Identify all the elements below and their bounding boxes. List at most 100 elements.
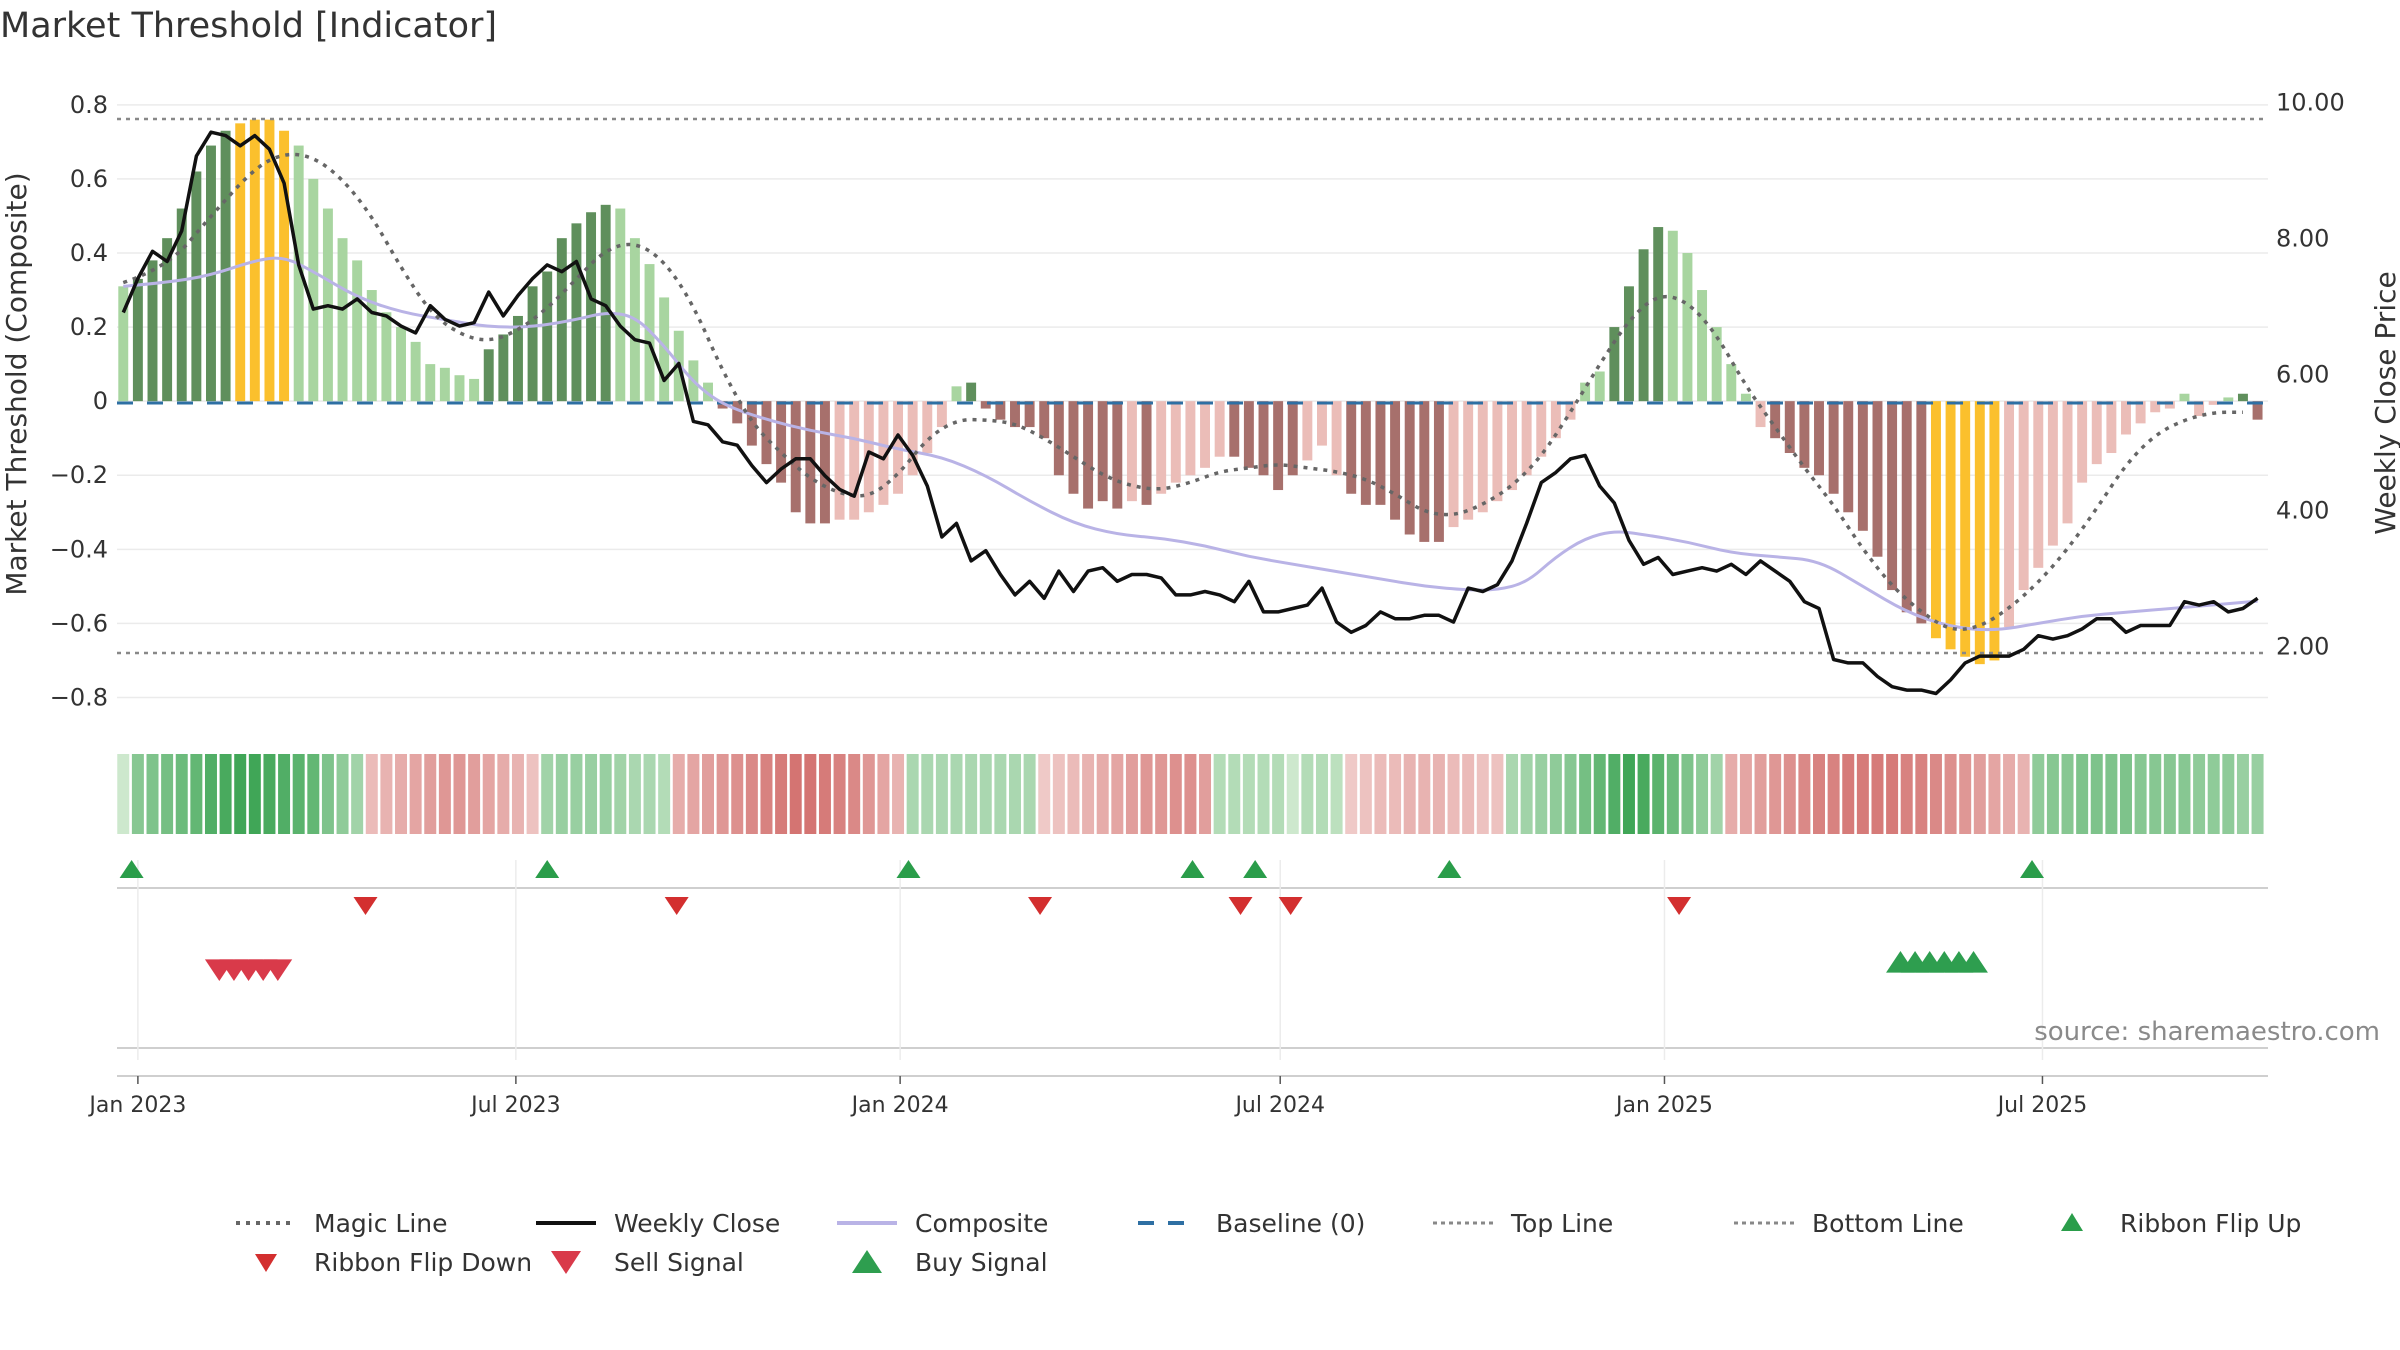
histogram-bar	[1623, 286, 1634, 402]
histogram-bar	[162, 238, 173, 402]
histogram-bar	[1477, 401, 1488, 513]
ribbon-cell	[131, 754, 144, 834]
histogram-bar	[1010, 401, 1020, 428]
histogram-bar	[746, 401, 757, 446]
ribbon-cell	[760, 754, 773, 834]
histogram-bar	[264, 119, 275, 402]
ribbon-cell	[1652, 754, 1665, 834]
histogram-bar	[1258, 401, 1269, 476]
histogram-bar	[1243, 401, 1254, 468]
ribbon-cell	[1842, 754, 1855, 834]
ribbon-cell	[833, 754, 846, 834]
histogram-bar	[293, 145, 304, 402]
histogram-bar	[1507, 401, 1517, 491]
histogram-bar	[1638, 249, 1649, 402]
histogram-bar	[600, 204, 611, 402]
histogram-bar	[1185, 401, 1196, 476]
ribbon-flip-down-marker	[664, 897, 689, 915]
histogram-bar	[352, 260, 363, 402]
histogram-bar	[586, 212, 597, 402]
ribbon-cell	[365, 754, 378, 834]
histogram-bar	[176, 208, 187, 402]
ribbon-cell	[2251, 754, 2264, 834]
ribbon-cell	[614, 754, 627, 834]
ribbon-cell	[424, 754, 437, 834]
ribbon-cell	[321, 754, 334, 834]
ribbon-cell	[2105, 754, 2118, 834]
ribbon-cell	[2149, 754, 2162, 834]
ribbon-cell	[1155, 754, 1168, 834]
ribbon-cell	[1579, 754, 1592, 834]
ribbon-cell	[906, 754, 919, 834]
histogram-bar	[1433, 401, 1444, 542]
histogram-bar	[878, 401, 889, 505]
histogram-bar	[1916, 401, 1927, 624]
histogram-bar	[1083, 401, 1094, 509]
ribbon-cell	[1082, 754, 1095, 834]
histogram-bar	[1989, 401, 2000, 661]
histogram-bar	[819, 401, 830, 524]
ribbon-cell	[278, 754, 291, 834]
left-axis-label: Market Threshold (Composite)	[0, 172, 33, 595]
ribbon-cell	[1710, 754, 1723, 834]
ribbon-cell	[1008, 754, 1021, 834]
ribbon-cell	[1813, 754, 1825, 834]
ribbon-cell	[409, 754, 422, 834]
ribbon-cell	[438, 754, 451, 834]
histogram-bar	[717, 401, 728, 409]
ribbon-flip-down-marker	[353, 897, 378, 915]
ribbon-cell	[263, 754, 276, 834]
ribbon-flip-down-marker	[1667, 897, 1692, 915]
histogram-bar	[469, 378, 480, 402]
source-note: source: sharemaestro.com	[2034, 1017, 2380, 1047]
histogram-bar	[1302, 401, 1313, 461]
signal-panel-lines	[117, 887, 2268, 1077]
ribbon-cell	[1111, 754, 1124, 834]
ribbon-cell	[994, 754, 1007, 834]
ribbon-cell	[965, 754, 978, 834]
ribbon-cell	[1608, 754, 1621, 834]
x-tick-label: Jul 2023	[469, 1093, 561, 1118]
ribbon-cell	[526, 754, 539, 834]
histogram-bar	[776, 401, 787, 483]
ribbon-cell	[1944, 754, 1957, 834]
ribbon-cell	[1038, 754, 1051, 834]
ribbon-cell	[1315, 754, 1328, 834]
histogram-bar	[1287, 401, 1298, 476]
ribbon-flip-up-marker	[535, 860, 560, 878]
histogram-bar	[396, 327, 406, 402]
ribbon-cell	[658, 754, 671, 834]
ribbon-flip-down-marker	[1028, 897, 1053, 915]
histogram-bar	[1682, 252, 1693, 402]
ribbon-cell	[1549, 754, 1562, 834]
histogram-bar	[2237, 393, 2248, 402]
ribbon-cell	[1169, 754, 1182, 834]
ribbon-cell	[775, 754, 788, 834]
histogram-bar	[980, 401, 991, 409]
ribbon-cell	[1125, 754, 1138, 834]
histogram-bar	[279, 130, 290, 402]
histogram-bar	[2121, 401, 2131, 435]
ribbon-cell	[731, 754, 744, 834]
ribbon-cell	[1564, 754, 1577, 834]
histogram-bar	[132, 278, 143, 402]
histogram-bar	[571, 223, 582, 402]
histogram-bar	[1711, 327, 1722, 402]
ribbon-cell	[1988, 754, 2001, 834]
histogram-bar	[615, 208, 626, 402]
histogram-bar	[1156, 401, 1167, 494]
histogram-bar	[1375, 401, 1386, 505]
histogram-bar	[849, 401, 860, 520]
ribbon-cell	[1067, 754, 1080, 834]
ribbon-cell	[1403, 754, 1416, 834]
ribbon-flip-down-marker	[1278, 897, 1303, 915]
histogram-bar	[1390, 401, 1401, 520]
histogram-bar	[542, 271, 553, 402]
ribbon-cell	[190, 754, 203, 834]
y2-tick-label: 6.00	[2276, 361, 2329, 389]
ribbon-flip-up-marker	[1437, 860, 1462, 878]
histogram-bar	[2208, 401, 2219, 405]
ribbon-cell	[117, 754, 130, 834]
ribbon-cell	[161, 754, 174, 834]
ribbon-cell	[1783, 754, 1796, 834]
